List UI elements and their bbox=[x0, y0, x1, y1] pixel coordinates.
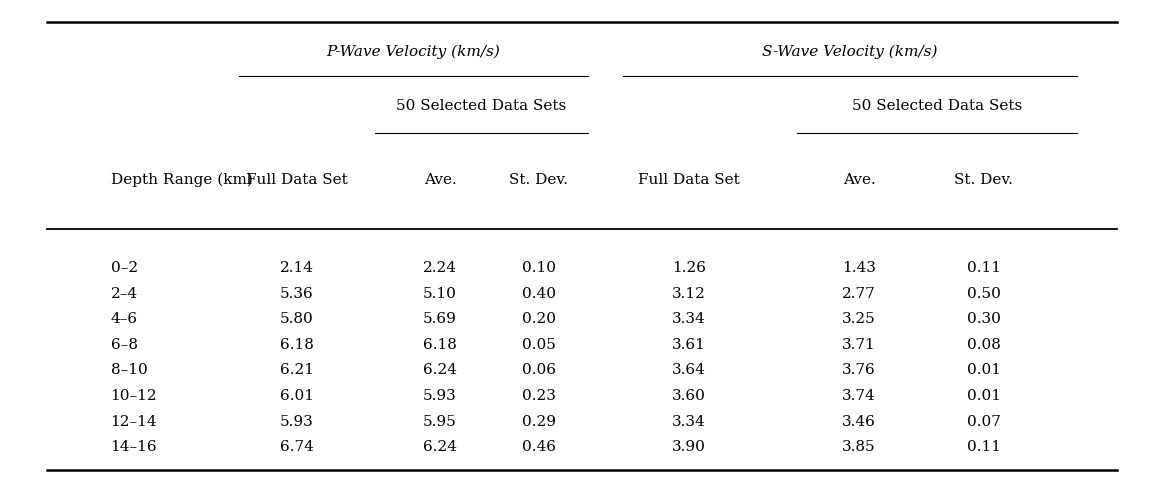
Text: 0.30: 0.30 bbox=[966, 312, 1001, 326]
Text: 8–10: 8–10 bbox=[111, 364, 148, 377]
Text: S-Wave Velocity (km/s): S-Wave Velocity (km/s) bbox=[762, 44, 937, 59]
Text: 6.24: 6.24 bbox=[423, 440, 457, 454]
Text: 0.29: 0.29 bbox=[521, 415, 556, 429]
Text: Full Data Set: Full Data Set bbox=[246, 173, 348, 186]
Text: 0.01: 0.01 bbox=[966, 389, 1001, 403]
Text: 3.34: 3.34 bbox=[673, 415, 705, 429]
Text: 14–16: 14–16 bbox=[111, 440, 157, 454]
Text: 0–2: 0–2 bbox=[111, 261, 137, 275]
Text: 3.76: 3.76 bbox=[843, 364, 875, 377]
Text: St. Dev.: St. Dev. bbox=[510, 173, 568, 186]
Text: St. Dev.: St. Dev. bbox=[954, 173, 1013, 186]
Text: Ave.: Ave. bbox=[843, 173, 875, 186]
Text: 2–4: 2–4 bbox=[111, 287, 137, 301]
Text: 10–12: 10–12 bbox=[111, 389, 157, 403]
Text: 6–8: 6–8 bbox=[111, 338, 137, 352]
Text: 6.74: 6.74 bbox=[279, 440, 314, 454]
Text: 3.25: 3.25 bbox=[843, 312, 875, 326]
Text: 0.23: 0.23 bbox=[521, 389, 556, 403]
Text: 5.93: 5.93 bbox=[424, 389, 456, 403]
Text: 6.18: 6.18 bbox=[279, 338, 314, 352]
Text: 0.50: 0.50 bbox=[966, 287, 1001, 301]
Text: 3.74: 3.74 bbox=[843, 389, 875, 403]
Text: 2.77: 2.77 bbox=[843, 287, 875, 301]
Text: 0.20: 0.20 bbox=[521, 312, 556, 326]
Text: 6.21: 6.21 bbox=[279, 364, 314, 377]
Text: 3.85: 3.85 bbox=[843, 440, 875, 454]
Text: 0.07: 0.07 bbox=[966, 415, 1001, 429]
Text: 1.43: 1.43 bbox=[842, 261, 876, 275]
Text: P-Wave Velocity (km/s): P-Wave Velocity (km/s) bbox=[326, 44, 501, 59]
Text: 50 Selected Data Sets: 50 Selected Data Sets bbox=[396, 99, 567, 113]
Text: 0.46: 0.46 bbox=[521, 440, 556, 454]
Text: 0.40: 0.40 bbox=[521, 287, 556, 301]
Text: 5.10: 5.10 bbox=[423, 287, 457, 301]
Text: 0.10: 0.10 bbox=[521, 261, 556, 275]
Text: 0.05: 0.05 bbox=[521, 338, 556, 352]
Text: 3.64: 3.64 bbox=[672, 364, 707, 377]
Text: 6.24: 6.24 bbox=[423, 364, 457, 377]
Text: 5.80: 5.80 bbox=[281, 312, 313, 326]
Text: 2.14: 2.14 bbox=[279, 261, 314, 275]
Text: 5.95: 5.95 bbox=[424, 415, 456, 429]
Text: 5.69: 5.69 bbox=[423, 312, 457, 326]
Text: 0.08: 0.08 bbox=[966, 338, 1001, 352]
Text: 4–6: 4–6 bbox=[111, 312, 137, 326]
Text: 5.36: 5.36 bbox=[281, 287, 313, 301]
Text: Depth Range (km): Depth Range (km) bbox=[111, 172, 253, 187]
Text: 3.61: 3.61 bbox=[672, 338, 707, 352]
Text: 1.26: 1.26 bbox=[672, 261, 707, 275]
Text: 3.12: 3.12 bbox=[672, 287, 707, 301]
Text: 0.11: 0.11 bbox=[966, 261, 1001, 275]
Text: 3.60: 3.60 bbox=[672, 389, 707, 403]
Text: 3.34: 3.34 bbox=[673, 312, 705, 326]
Text: 50 Selected Data Sets: 50 Selected Data Sets bbox=[852, 99, 1022, 113]
Text: 0.11: 0.11 bbox=[966, 440, 1001, 454]
Text: 0.06: 0.06 bbox=[521, 364, 556, 377]
Text: Full Data Set: Full Data Set bbox=[638, 173, 740, 186]
Text: 6.01: 6.01 bbox=[279, 389, 314, 403]
Text: 2.24: 2.24 bbox=[423, 261, 457, 275]
Text: 3.46: 3.46 bbox=[842, 415, 876, 429]
Text: 0.01: 0.01 bbox=[966, 364, 1001, 377]
Text: 5.93: 5.93 bbox=[281, 415, 313, 429]
Text: Ave.: Ave. bbox=[424, 173, 456, 186]
Text: 3.71: 3.71 bbox=[843, 338, 875, 352]
Text: 12–14: 12–14 bbox=[111, 415, 157, 429]
Text: 6.18: 6.18 bbox=[423, 338, 457, 352]
Text: 3.90: 3.90 bbox=[672, 440, 707, 454]
